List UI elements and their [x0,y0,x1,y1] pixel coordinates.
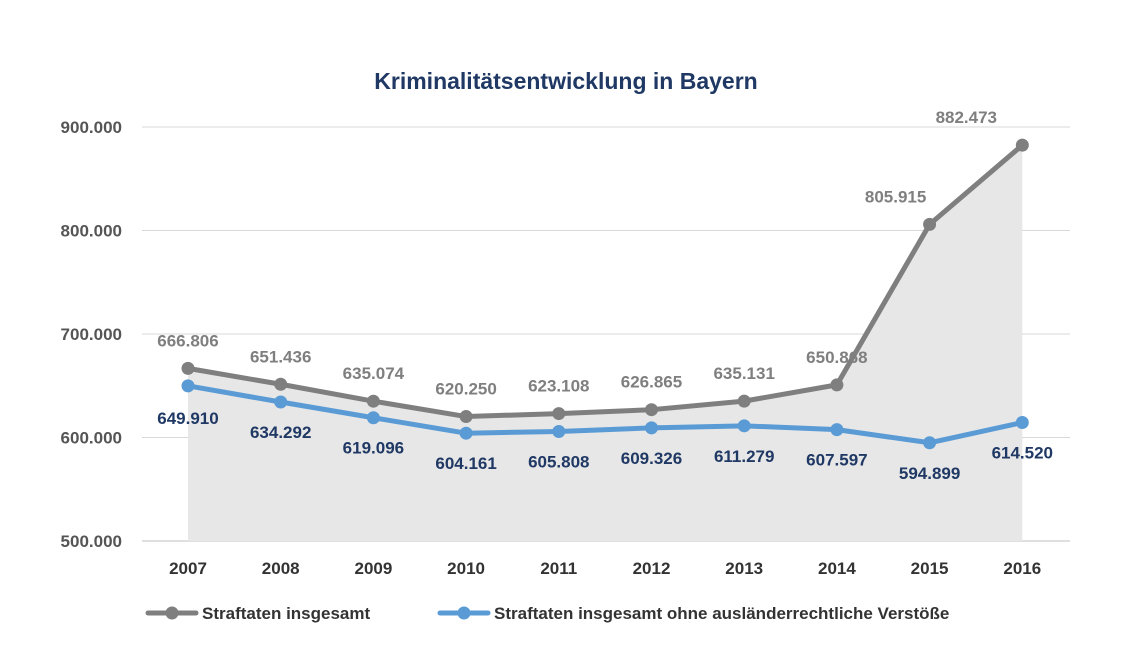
point-straftaten-ohne-auslaenderrecht [1016,416,1029,429]
y-tick-label: 900.000 [61,118,122,137]
x-tick-label: 2013 [725,559,763,578]
data-label-total: 635.131 [713,364,774,383]
data-label-ohne: 604.161 [435,454,496,473]
point-straftaten-ohne-auslaenderrecht [923,436,936,449]
x-tick-label: 2009 [354,559,392,578]
point-straftaten-ohne-auslaenderrecht [645,421,658,434]
data-label-ohne: 594.899 [899,464,960,483]
point-straftaten-insgesamt [182,362,195,375]
data-label-total: 666.806 [157,331,218,350]
x-tick-label: 2014 [818,559,856,578]
point-straftaten-insgesamt [552,407,565,420]
chart-title: Kriminalitätsentwicklung in Bayern [374,68,757,94]
point-straftaten-ohne-auslaenderrecht [274,396,287,409]
point-straftaten-insgesamt [645,403,658,416]
legend: Straftaten insgesamt Straftaten insgesamt… [148,604,949,623]
legend-straftaten-ohne-auslaenderrecht-swatch-marker [458,607,471,620]
y-tick-label: 500.000 [61,532,122,551]
y-tick-label: 600.000 [61,429,122,448]
legend-straftaten-ohne-auslaenderrecht-label: Straftaten insgesamt ohne ausländerrecht… [494,604,949,623]
x-axis-ticks: 2007 2008 2009 2010 2011 2012 2013 2014 2015 2016 [169,559,1041,578]
legend-straftaten-insgesamt-swatch-marker [166,607,179,620]
data-label-ohne: 619.096 [343,439,404,458]
data-label-total: 805.915 [865,187,926,206]
point-straftaten-insgesamt [738,395,751,408]
point-straftaten-ohne-auslaenderrecht [830,423,843,436]
legend-straftaten-insgesamt-label: Straftaten insgesamt [202,604,370,623]
data-label-ohne: 609.326 [621,449,682,468]
point-straftaten-ohne-auslaenderrecht [182,379,195,392]
data-label-total: 626.865 [621,373,682,392]
point-straftaten-insgesamt [367,395,380,408]
y-tick-label: 800.000 [61,222,122,241]
point-straftaten-insgesamt [274,378,287,391]
data-label-ohne: 649.910 [157,409,218,428]
point-straftaten-insgesamt [923,218,936,231]
data-label-ohne: 614.520 [992,443,1053,462]
point-straftaten-ohne-auslaenderrecht [367,411,380,424]
data-label-total: 651.436 [250,347,311,366]
data-label-total: 623.108 [528,377,589,396]
point-straftaten-insgesamt [830,378,843,391]
x-tick-label: 2012 [633,559,671,578]
x-tick-label: 2016 [1003,559,1041,578]
y-axis-ticks: 500.000 600.000 700.000 800.000 900.000 [61,118,122,551]
data-label-ohne: 611.279 [714,447,775,466]
point-straftaten-insgesamt [460,410,473,423]
x-tick-label: 2008 [262,559,300,578]
data-label-ohne: 634.292 [250,423,311,442]
x-tick-label: 2011 [540,559,577,578]
data-label-total: 650.868 [806,348,867,367]
line-chart: Kriminalitätsentwicklung in Bayern 500.0… [0,0,1124,658]
point-straftaten-ohne-auslaenderrecht [738,419,751,432]
point-straftaten-ohne-auslaenderrecht [552,425,565,438]
x-tick-label: 2010 [447,559,485,578]
data-label-total: 620.250 [435,380,496,399]
chart-container: Kriminalitätsentwicklung in Bayern 500.0… [0,0,1124,658]
point-straftaten-ohne-auslaenderrecht [460,427,473,440]
point-straftaten-insgesamt [1016,139,1029,152]
data-label-total: 635.074 [343,364,405,383]
data-label-total: 882.473 [936,108,997,127]
x-tick-label: 2015 [911,559,949,578]
x-tick-label: 2007 [169,559,207,578]
y-tick-label: 700.000 [61,325,122,344]
data-label-ohne: 605.808 [528,452,589,471]
data-label-ohne: 607.597 [806,451,867,470]
